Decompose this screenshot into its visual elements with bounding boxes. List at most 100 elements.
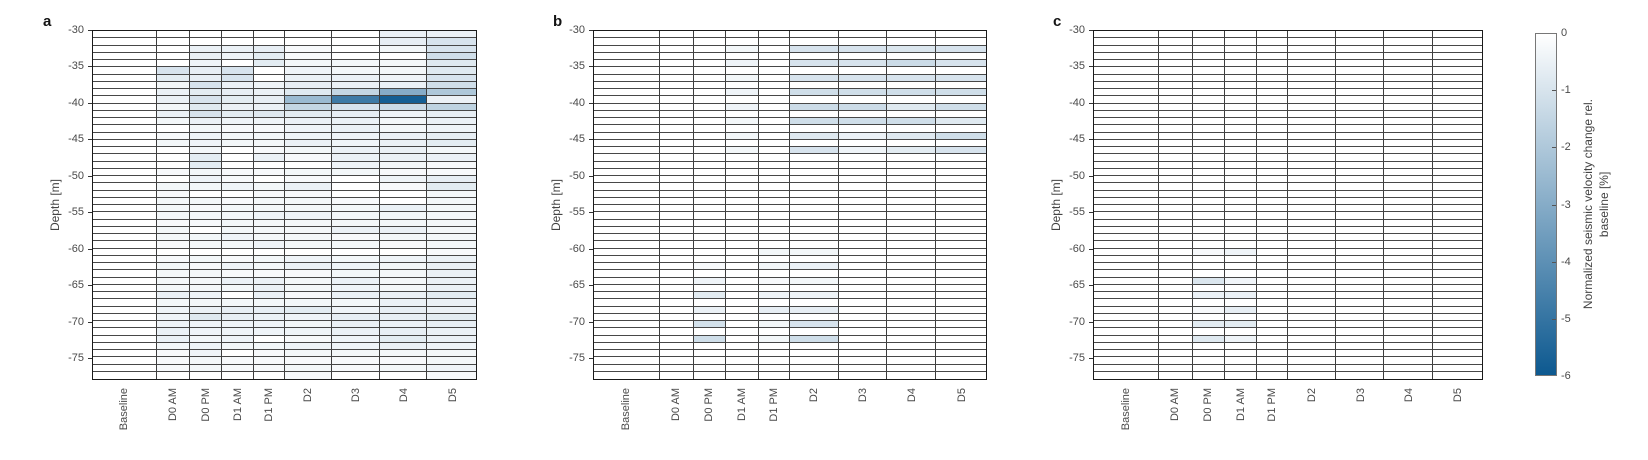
heatmap-cell: [1287, 212, 1337, 220]
heatmap-cell: [284, 263, 333, 271]
heatmap-cell: [1384, 67, 1433, 75]
y-tick-label: -60: [1069, 242, 1085, 255]
heatmap-cell: [93, 125, 158, 133]
heatmap-cell: [936, 190, 986, 198]
heatmap-cell: [790, 38, 839, 46]
heatmap-cell: [190, 139, 222, 147]
x-tick-label-d2: D2: [301, 388, 315, 460]
heatmap-cell: [1159, 350, 1193, 358]
heatmap-cell: [693, 234, 727, 242]
heatmap-cell: [93, 212, 158, 220]
heatmap-cell: [594, 277, 660, 285]
heatmap-cell: [221, 118, 254, 126]
heatmap-cell: [1336, 226, 1385, 234]
heatmap-cell: [427, 335, 476, 343]
heatmap-cell: [1159, 357, 1193, 365]
heatmap-cell: [660, 328, 694, 336]
heatmap-cell: [284, 226, 333, 234]
heatmap-cell: [726, 219, 759, 227]
heatmap-cell: [790, 139, 839, 147]
heatmap-cell: [190, 132, 222, 140]
heatmap-cell: [190, 335, 222, 343]
heatmap-cell: [379, 371, 428, 379]
heatmap-cell: [93, 292, 158, 300]
heatmap-cell: [838, 96, 888, 104]
heatmap-cell: [284, 364, 333, 372]
heatmap-cell: [1432, 161, 1482, 169]
heatmap-cell: [332, 248, 380, 256]
heatmap-cell: [1159, 52, 1193, 60]
heatmap-cell: [838, 357, 888, 365]
heatmap-cell: [93, 321, 158, 329]
heatmap-cell: [660, 357, 694, 365]
heatmap-cell: [693, 350, 727, 358]
heatmap-cell: [1192, 60, 1225, 68]
heatmap-cell: [157, 212, 191, 220]
heatmap-cell: [93, 306, 158, 314]
heatmap-cell: [332, 139, 380, 147]
heatmap-cell: [332, 103, 380, 111]
heatmap-cell: [1094, 292, 1160, 300]
heatmap-cell: [693, 263, 727, 271]
heatmap-cell: [93, 335, 158, 343]
heatmap-cell: [838, 226, 888, 234]
heatmap-cell: [1256, 342, 1288, 350]
heatmap-cell: [594, 284, 660, 292]
heatmap-cell: [1256, 270, 1288, 278]
heatmap-cell: [1384, 248, 1433, 256]
colorbar-tick-label: -4: [1561, 255, 1571, 268]
heatmap-cell: [887, 168, 937, 176]
heatmap-cell: [1256, 205, 1288, 213]
heatmap-cell: [726, 31, 759, 39]
heatmap-cell: [332, 183, 380, 191]
heatmap-cell: [1384, 335, 1433, 343]
heatmap-cell: [93, 31, 158, 39]
x-tick-label-d1-am: D1 AM: [1234, 388, 1248, 460]
heatmap-cell: [660, 183, 694, 191]
heatmap-cell: [1432, 342, 1482, 350]
y-tick-label: -35: [569, 60, 585, 73]
heatmap-cell: [936, 248, 986, 256]
heatmap-cell: [190, 219, 222, 227]
heatmap-cell: [887, 212, 937, 220]
heatmap-cell: [1224, 96, 1257, 104]
heatmap-cell: [693, 270, 727, 278]
heatmap-cell: [221, 52, 254, 60]
heatmap-cell: [157, 292, 191, 300]
heatmap-cell: [758, 364, 790, 372]
heatmap-cell: [594, 60, 660, 68]
colorbar-tick-label: -5: [1561, 312, 1571, 325]
heatmap-cell: [1287, 364, 1337, 372]
heatmap-cell: [1159, 161, 1193, 169]
heatmap-cell: [1287, 350, 1337, 358]
heatmap-cell: [157, 45, 191, 53]
heatmap-cell: [332, 205, 380, 213]
heatmap-cell: [758, 154, 790, 162]
heatmap-cell: [379, 357, 428, 365]
heatmap-cell: [693, 357, 727, 365]
heatmap-cell: [379, 263, 428, 271]
heatmap-cell: [887, 132, 937, 140]
heatmap-cell: [1336, 313, 1385, 321]
heatmap-cell: [1336, 31, 1385, 39]
heatmap-cell: [332, 52, 380, 60]
x-tick-label-d1-am: D1 AM: [231, 388, 245, 460]
heatmap-cell: [1287, 161, 1337, 169]
heatmap-cell: [157, 103, 191, 111]
heatmap-cell: [93, 103, 158, 111]
heatmap-cell: [660, 284, 694, 292]
heatmap-grid: [593, 30, 987, 380]
heatmap-cell: [157, 60, 191, 68]
heatmap-cell: [190, 306, 222, 314]
heatmap-cell: [1432, 154, 1482, 162]
heatmap-cell: [1336, 60, 1385, 68]
heatmap-cell: [594, 299, 660, 307]
heatmap-cell: [838, 147, 888, 155]
heatmap-cell: [190, 321, 222, 329]
heatmap-cell: [1384, 357, 1433, 365]
heatmap-cell: [284, 321, 333, 329]
heatmap-cell: [1384, 313, 1433, 321]
heatmap-cell: [157, 255, 191, 263]
x-tick-text: D1 PM: [1266, 388, 1279, 422]
heatmap-cell: [157, 321, 191, 329]
